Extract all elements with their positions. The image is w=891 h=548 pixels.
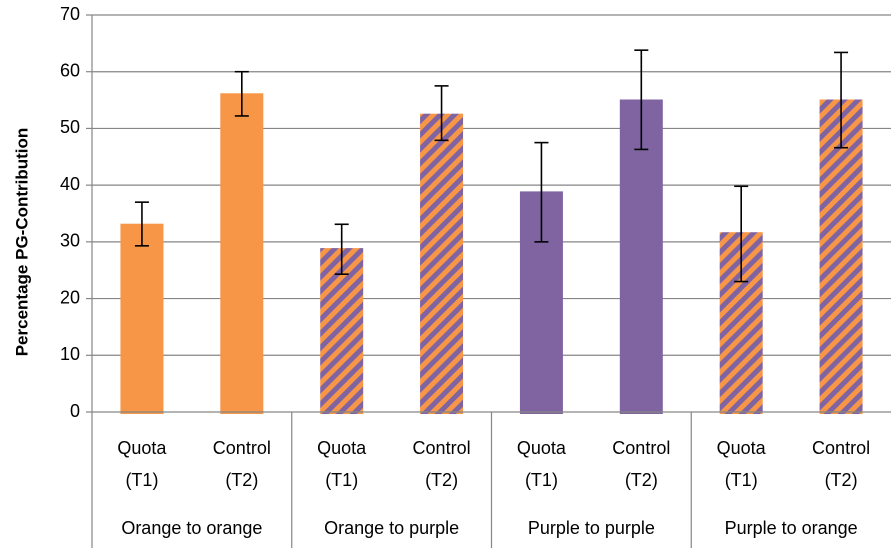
category-label-line1: Control (413, 438, 471, 458)
bar (619, 99, 663, 415)
category-label-line2: (T2) (625, 470, 658, 490)
bar (320, 248, 364, 414)
error-bars (134, 49, 849, 283)
bar (819, 99, 863, 415)
category-label-line2: (T2) (825, 470, 858, 490)
category-label-line1: Control (213, 438, 271, 458)
bars (120, 93, 863, 415)
group-label: Orange to purple (324, 518, 459, 538)
category-label-line1: Control (612, 438, 670, 458)
category-label-line2: (T2) (225, 470, 258, 490)
y-tick-label: 40 (60, 174, 80, 194)
category-label-line2: (T1) (725, 470, 758, 490)
y-tick-label: 70 (60, 4, 80, 24)
group-label: Purple to orange (725, 518, 858, 538)
y-tick-label: 10 (60, 344, 80, 364)
group-label: Orange to orange (121, 518, 262, 538)
category-label-line1: Control (812, 438, 870, 458)
gridlines (86, 14, 891, 413)
category-label-line2: (T2) (425, 470, 458, 490)
y-tick-label: 50 (60, 117, 80, 137)
x-category-labels: Quota (T1) Control (T2) Quota (T1) Control (T2)… (117, 438, 870, 538)
group-label: Purple to purple (528, 518, 655, 538)
y-tick-label: 0 (70, 401, 80, 421)
category-label-line2: (T1) (525, 470, 558, 490)
category-label-line2: (T1) (125, 470, 158, 490)
category-label-line1: Quota (717, 438, 767, 458)
category-label-line1: Quota (117, 438, 167, 458)
y-tick-label: 20 (60, 287, 80, 307)
category-label-line2: (T1) (325, 470, 358, 490)
y-tick-label: 30 (60, 231, 80, 251)
y-axis-label: Percentage PG-Contribution (12, 128, 31, 357)
y-tick-labels: 0 10 20 30 40 50 60 70 (60, 4, 80, 421)
category-label-line1: Quota (317, 438, 367, 458)
bar (420, 113, 464, 414)
y-tick-label: 60 (60, 60, 80, 80)
bar (220, 93, 264, 414)
axes (91, 15, 891, 548)
bar (120, 223, 164, 414)
category-label-line1: Quota (517, 438, 567, 458)
